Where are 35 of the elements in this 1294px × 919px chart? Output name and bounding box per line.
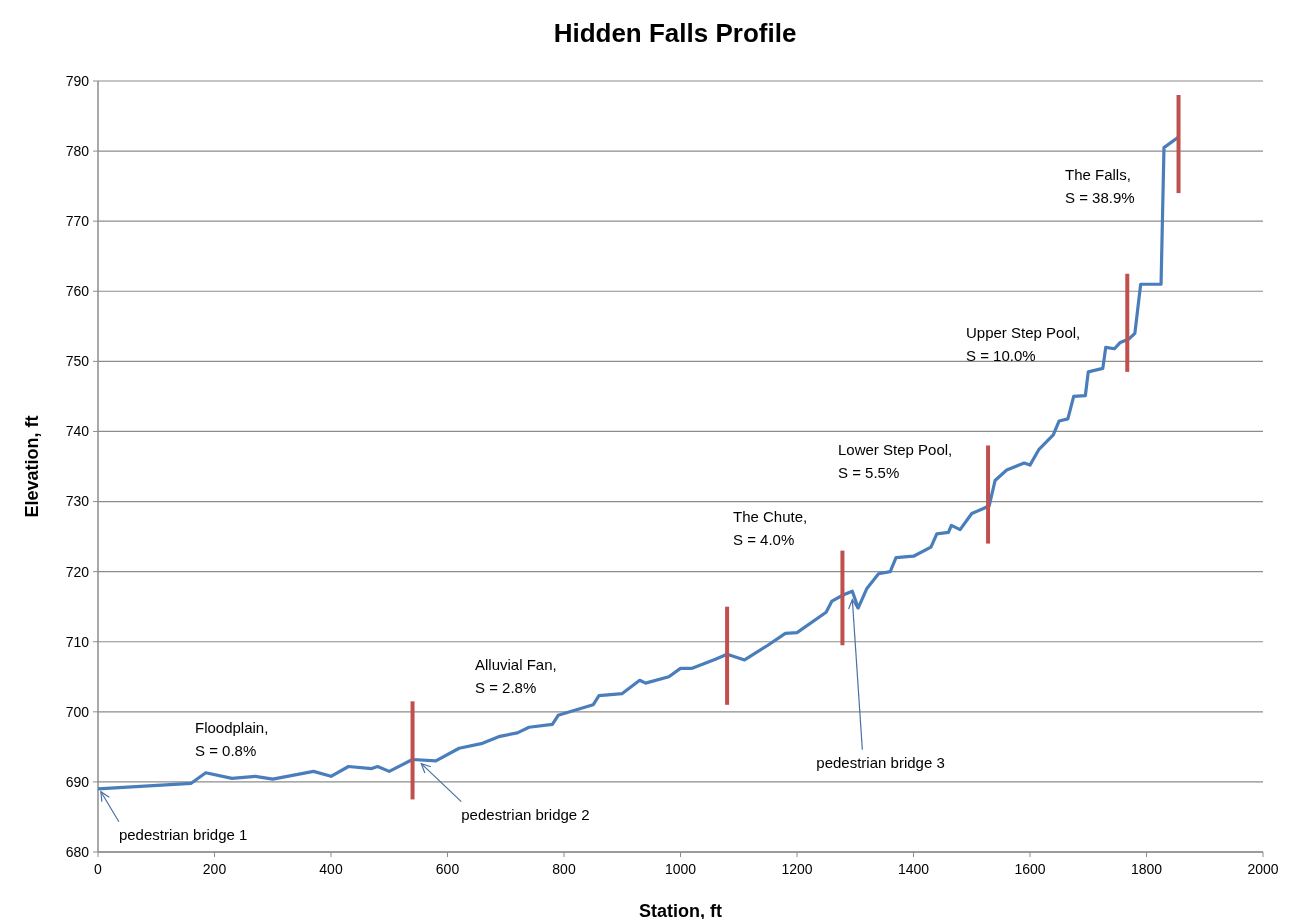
y-tick-label: 780 — [65, 142, 90, 159]
annotation: pedestrian bridge 1 — [118, 825, 248, 843]
annotation: Upper Step Pool, S = 10.0% — [966, 324, 1081, 364]
y-tick-label: 730 — [65, 493, 90, 510]
x-tick-label: 800 — [552, 861, 576, 877]
x-tick-label: 600 — [435, 861, 460, 877]
chart-title: Hidden Falls Profile — [553, 18, 797, 48]
annotation: Floodplain, S = 0.8% — [195, 719, 269, 759]
y-tick-label: 690 — [65, 773, 90, 790]
x-axis-title: Station, ft — [639, 901, 722, 919]
y-tick-label: 710 — [65, 633, 90, 650]
annotation: pedestrian bridge 3 — [816, 753, 945, 771]
x-tick-label: 400 — [319, 861, 343, 877]
y-tick-label: 720 — [65, 563, 90, 580]
x-tick-label: 1000 — [664, 861, 697, 877]
x-tick-label: 200 — [202, 861, 227, 877]
x-tick-label: 0 — [94, 861, 103, 877]
y-tick-label: 700 — [65, 703, 90, 720]
x-tick-label: 2000 — [1247, 861, 1279, 877]
x-tick-label: 1800 — [1130, 861, 1163, 877]
y-tick-label: 740 — [65, 423, 90, 440]
y-tick-label: 760 — [65, 283, 90, 300]
y-tick-label: 750 — [65, 353, 90, 370]
y-tick-label: 680 — [65, 843, 90, 860]
x-tick-label: 1200 — [781, 861, 813, 877]
y-tick-label: 790 — [65, 72, 90, 89]
y-axis-title: Elevation, ft — [22, 415, 42, 518]
annotation: Lower Step Pool, S = 5.5% — [838, 441, 953, 481]
annotation: The Chute, S = 4.0% — [733, 508, 808, 548]
x-tick-label: 1400 — [897, 861, 930, 877]
x-tick-label: 1600 — [1014, 861, 1046, 877]
y-tick-label: 770 — [65, 213, 90, 230]
annotation: The Falls, S = 38.9% — [1065, 166, 1135, 206]
annotation: pedestrian bridge 2 — [461, 805, 590, 823]
annotation: Alluvial Fan, S = 2.8% — [475, 656, 557, 696]
